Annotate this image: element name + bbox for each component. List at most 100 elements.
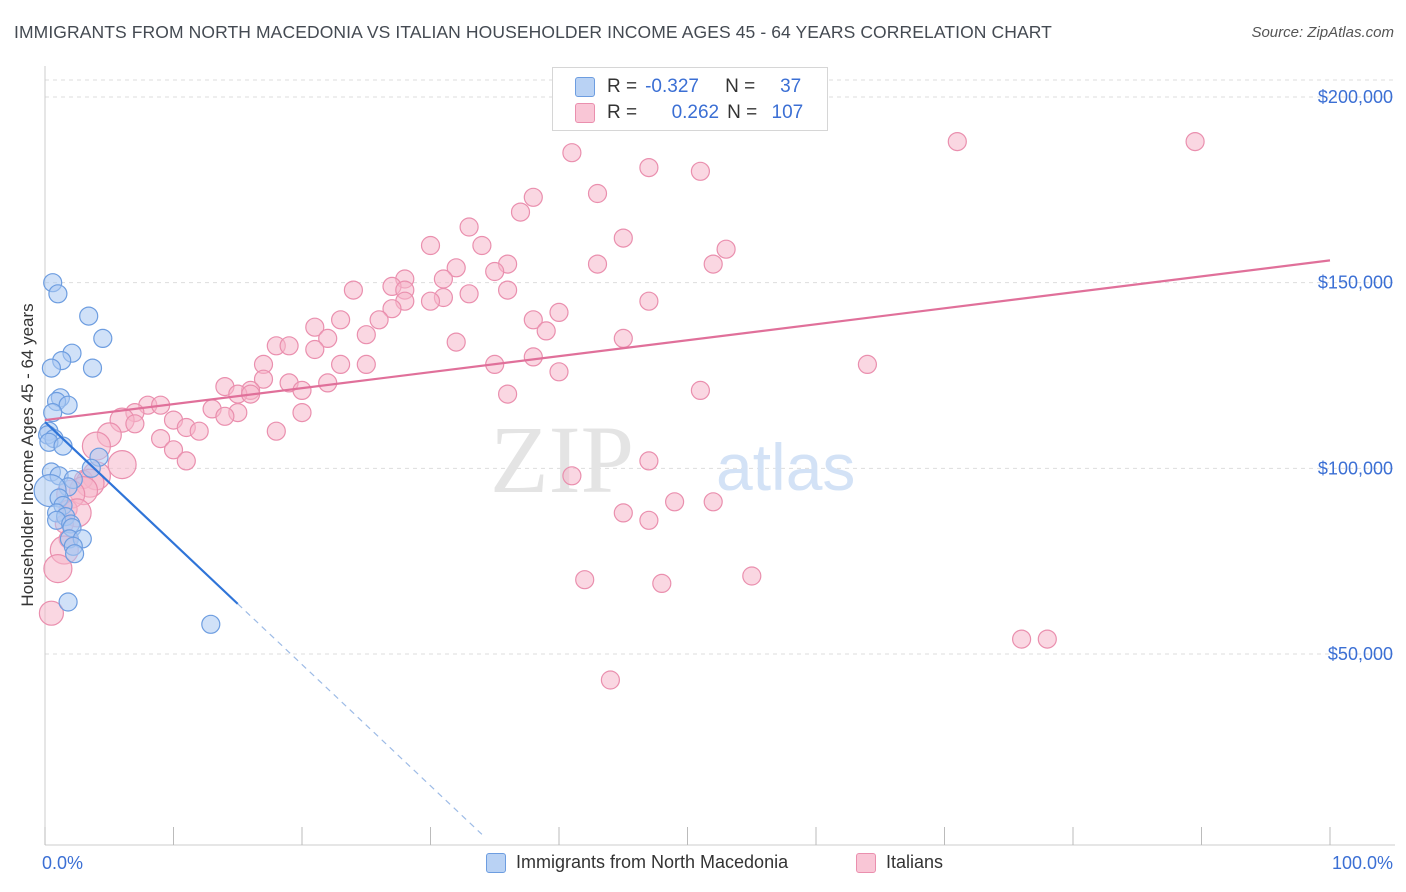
point-north-macedonia xyxy=(58,395,78,415)
legend-item-italians[interactable]: Italians xyxy=(856,852,943,873)
point-italians xyxy=(420,291,441,311)
stats-n-label: N = xyxy=(725,76,756,97)
trend-lines xyxy=(44,259,1331,835)
point-italians xyxy=(163,440,184,460)
trend-line-pink xyxy=(44,259,1331,422)
point-italians xyxy=(176,451,196,471)
axis-layer: $50,000 $100,000 $150,000 $200,000 0.0% 100.0… xyxy=(42,66,1395,873)
point-italians xyxy=(562,466,582,486)
point-italians xyxy=(305,317,325,337)
y-tick-label: $100,000 xyxy=(1318,458,1393,478)
point-italians xyxy=(356,354,376,374)
legend-swatch-blue xyxy=(486,852,506,873)
watermark-atlas: atlas xyxy=(716,430,855,504)
point-italians xyxy=(292,380,312,400)
stats-legend: R = -0.327 N = 37 R = 0.262 N = 107 xyxy=(552,67,828,131)
stats-r-value-2: 0.262 xyxy=(671,102,720,123)
point-italians xyxy=(690,380,711,400)
point-italians xyxy=(716,239,736,259)
point-italians xyxy=(38,600,65,626)
point-italians xyxy=(742,566,762,586)
point-italians xyxy=(498,280,518,300)
stats-row-italians: R = 0.262 N = 107 xyxy=(575,100,803,126)
y-tick-label: $150,000 xyxy=(1318,273,1393,293)
point-italians xyxy=(1011,629,1032,649)
stats-r-label: R = xyxy=(607,102,638,123)
point-italians xyxy=(613,228,633,248)
watermark: ZIP atlas xyxy=(490,406,855,513)
stats-r-value-1: -0.327 xyxy=(645,76,699,97)
stats-swatch-blue xyxy=(575,77,595,97)
stats-n-value-2: 107 xyxy=(771,102,804,123)
point-italians xyxy=(703,254,723,274)
point-italians xyxy=(485,261,505,282)
legend-swatch-pink xyxy=(856,852,876,873)
legend-label-north-macedonia: Immigrants from North Macedonia xyxy=(516,852,789,872)
point-italians xyxy=(857,354,878,374)
series-north-macedonia xyxy=(33,273,221,634)
point-italians xyxy=(947,132,967,152)
point-italians xyxy=(587,254,608,274)
point-italians xyxy=(433,269,453,289)
point-north-macedonia xyxy=(82,358,103,378)
point-italians xyxy=(420,235,441,256)
point-italians xyxy=(459,217,479,237)
point-italians xyxy=(549,302,569,322)
point-italians xyxy=(575,570,595,590)
point-italians xyxy=(498,384,518,404)
point-italians xyxy=(600,670,621,690)
chart-title: IMMIGRANTS FROM NORTH MACEDONIA VS ITALI… xyxy=(14,22,1052,42)
stats-n-value-1: 37 xyxy=(780,76,802,97)
point-italians xyxy=(446,332,466,352)
y-tick-label: $200,000 xyxy=(1318,87,1393,107)
point-italians xyxy=(305,339,325,360)
point-italians xyxy=(639,510,659,530)
point-italians xyxy=(639,451,659,471)
point-italians xyxy=(343,280,363,300)
point-north-macedonia xyxy=(81,458,101,478)
bottom-legend: Immigrants from North Macedonia Italians xyxy=(0,852,1406,878)
point-italians xyxy=(690,161,711,181)
stats-swatch-pink xyxy=(575,103,595,123)
point-italians xyxy=(703,492,723,512)
point-italians xyxy=(331,310,351,330)
point-italians xyxy=(189,421,209,441)
point-italians xyxy=(279,336,299,356)
point-italians xyxy=(523,347,543,367)
legend-label-italians: Italians xyxy=(886,852,944,872)
watermark-zip: ZIP xyxy=(490,406,634,513)
point-italians xyxy=(215,406,235,426)
legend-item-north-macedonia[interactable]: Immigrants from North Macedonia xyxy=(486,852,788,873)
series-italians xyxy=(38,132,1205,690)
point-italians xyxy=(652,573,672,594)
stats-r-label: R = xyxy=(607,76,638,97)
point-north-macedonia xyxy=(79,306,99,326)
point-north-macedonia xyxy=(43,403,63,423)
point-north-macedonia xyxy=(64,544,85,564)
point-italians xyxy=(664,492,685,512)
y-tick-label: $50,000 xyxy=(1328,644,1393,664)
point-italians xyxy=(107,450,137,480)
point-italians xyxy=(356,325,376,345)
point-italians xyxy=(125,414,145,434)
point-north-macedonia xyxy=(201,614,221,634)
x-tick-label: 0.0% xyxy=(42,853,83,873)
point-north-macedonia xyxy=(41,358,62,378)
grid-layer xyxy=(45,79,1395,655)
point-italians xyxy=(43,553,73,584)
point-italians xyxy=(331,354,351,374)
point-italians xyxy=(523,310,543,330)
point-italians xyxy=(536,321,556,341)
point-italians xyxy=(292,403,312,423)
point-italians xyxy=(266,421,286,441)
stats-row-north-macedonia: R = -0.327 N = 37 xyxy=(575,74,801,100)
point-italians xyxy=(472,235,492,256)
point-italians xyxy=(639,291,659,311)
chart-source: Source: ZipAtlas.com xyxy=(1251,24,1394,41)
point-italians xyxy=(1185,132,1205,152)
point-italians xyxy=(318,328,338,348)
point-italians xyxy=(382,299,402,319)
stats-n-label: N = xyxy=(727,102,758,123)
point-italians xyxy=(510,202,531,222)
